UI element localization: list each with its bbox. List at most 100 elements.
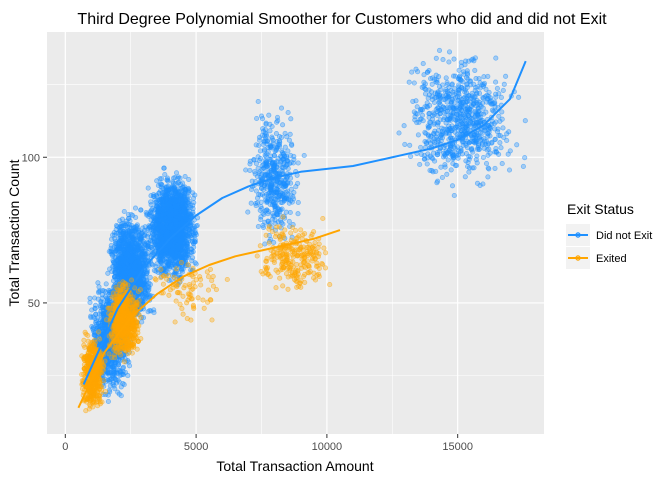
data-point	[128, 233, 134, 240]
data-point	[127, 253, 134, 259]
data-point	[154, 178, 160, 184]
data-point	[116, 391, 122, 397]
data-point	[289, 199, 295, 205]
data-point	[269, 143, 275, 149]
data-point	[136, 255, 142, 261]
data-point	[102, 371, 108, 377]
data-point	[139, 319, 145, 325]
data-point	[291, 156, 297, 163]
data-point	[163, 195, 169, 201]
data-point	[93, 302, 99, 308]
data-point	[158, 253, 164, 259]
data-point	[275, 205, 281, 211]
data-point	[121, 234, 127, 240]
data-point	[274, 114, 281, 120]
data-point	[87, 299, 93, 306]
data-point	[147, 209, 153, 215]
data-point	[282, 164, 289, 170]
data-point	[99, 304, 106, 310]
data-point	[262, 241, 268, 247]
data-point	[514, 142, 520, 148]
data-point	[251, 157, 257, 163]
data-point	[267, 184, 273, 190]
data-point	[166, 262, 172, 268]
data-point	[182, 173, 188, 180]
data-point	[117, 373, 123, 379]
data-point	[425, 151, 431, 157]
data-point	[254, 115, 260, 122]
data-point	[148, 199, 154, 205]
data-point	[105, 270, 111, 276]
data-point	[276, 134, 283, 140]
data-point	[182, 191, 188, 197]
data-point	[282, 130, 288, 136]
data-point	[186, 187, 192, 193]
data-point	[177, 239, 184, 245]
data-point	[132, 205, 139, 211]
data-point	[295, 199, 301, 206]
data-point	[267, 128, 273, 134]
data-point	[278, 105, 285, 111]
data-point	[259, 116, 266, 122]
data-point	[152, 217, 159, 223]
data-point	[291, 189, 297, 196]
data-point	[105, 398, 111, 405]
data-point	[448, 167, 454, 173]
data-point	[96, 288, 102, 295]
data-point	[295, 160, 301, 166]
data-point	[150, 249, 156, 256]
data-point	[295, 180, 301, 186]
data-point	[138, 247, 144, 254]
data-point	[182, 256, 188, 262]
data-point	[170, 253, 176, 259]
data-point	[260, 141, 266, 148]
data-point	[276, 141, 283, 147]
data-point	[171, 197, 177, 203]
data-point	[271, 239, 277, 246]
data-point	[116, 379, 122, 385]
data-point	[146, 287, 152, 293]
data-point	[147, 292, 153, 298]
data-point	[288, 152, 294, 158]
data-point	[396, 130, 402, 136]
data-point	[126, 363, 133, 369]
data-point	[163, 208, 169, 214]
data-point	[133, 223, 139, 229]
data-point	[145, 185, 151, 191]
data-point	[499, 109, 505, 115]
data-point	[124, 224, 130, 230]
data-point	[289, 142, 295, 148]
data-point	[154, 242, 160, 248]
data-point	[162, 171, 168, 178]
data-point	[135, 265, 141, 271]
data-point	[274, 189, 280, 195]
data-point	[119, 254, 125, 261]
data-point	[118, 223, 124, 229]
data-point	[111, 380, 117, 386]
data-point	[110, 364, 116, 370]
data-point	[158, 181, 164, 187]
data-point	[267, 201, 273, 208]
data-point	[181, 217, 188, 223]
data-point	[282, 180, 288, 187]
points-layer	[79, 47, 528, 414]
data-point	[286, 218, 292, 224]
data-point	[253, 200, 259, 207]
data-point	[128, 246, 134, 252]
data-point	[268, 190, 275, 196]
data-point	[189, 250, 195, 256]
data-point	[117, 249, 123, 255]
data-point	[133, 214, 139, 220]
data-point	[283, 209, 289, 215]
data-point	[446, 59, 452, 65]
data-point	[181, 250, 187, 256]
data-point	[174, 216, 180, 222]
data-point	[483, 160, 490, 167]
data-point	[265, 218, 271, 224]
data-point	[145, 250, 151, 256]
data-point	[169, 193, 175, 199]
data-point	[164, 230, 170, 236]
data-point	[500, 87, 506, 93]
data-point	[401, 123, 407, 129]
data-point	[100, 300, 106, 306]
